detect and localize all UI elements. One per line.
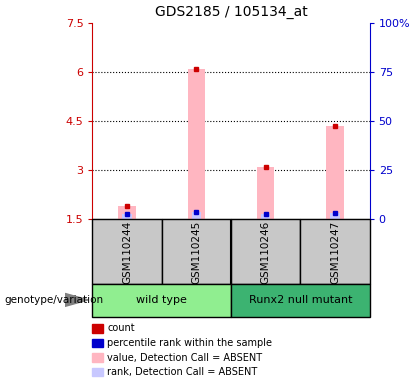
Text: GSM110247: GSM110247 (330, 221, 340, 285)
Text: GSM110244: GSM110244 (122, 221, 132, 285)
Bar (92, 219, 162, 284)
Text: percentile rank within the sample: percentile rank within the sample (107, 338, 272, 348)
Bar (118, 206, 136, 219)
Bar (92, 284, 231, 317)
Text: GSM110245: GSM110245 (192, 221, 201, 285)
Bar (188, 69, 205, 219)
Text: genotype/variation: genotype/variation (4, 295, 103, 305)
Bar (257, 167, 274, 219)
Text: rank, Detection Call = ABSENT: rank, Detection Call = ABSENT (107, 367, 257, 377)
Bar (261, 214, 270, 219)
Text: count: count (107, 323, 135, 333)
Bar (122, 214, 132, 219)
Bar (326, 126, 344, 219)
Bar (231, 219, 300, 284)
Title: GDS2185 / 105134_at: GDS2185 / 105134_at (155, 5, 307, 19)
Bar (162, 219, 231, 284)
Bar (231, 284, 370, 317)
Bar (300, 219, 370, 284)
Text: value, Detection Call = ABSENT: value, Detection Call = ABSENT (107, 353, 262, 362)
Text: wild type: wild type (136, 295, 187, 306)
Bar (192, 212, 201, 219)
Polygon shape (65, 293, 88, 306)
Text: GSM110246: GSM110246 (261, 221, 270, 285)
Text: Runx2 null mutant: Runx2 null mutant (249, 295, 352, 306)
Bar (330, 213, 340, 219)
